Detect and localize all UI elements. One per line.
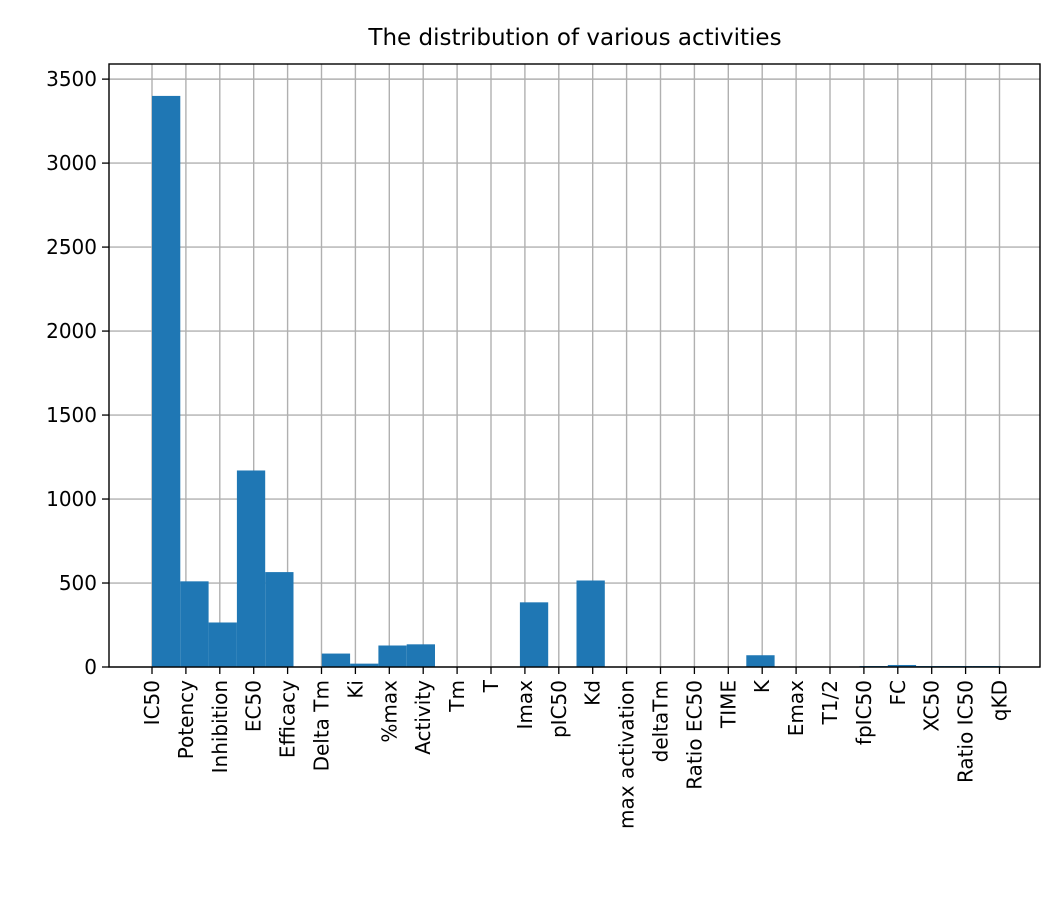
x-tick-label: %max <box>377 680 401 743</box>
bar <box>209 622 237 667</box>
bar <box>577 580 605 667</box>
y-tick-label: 1000 <box>46 487 97 511</box>
x-tick-label: Emax <box>784 680 808 736</box>
x-tick-label: TIME <box>716 680 740 729</box>
x-tick-label: fpIC50 <box>852 680 876 745</box>
x-tick-label: Inhibition <box>208 680 232 773</box>
x-tick-label: XC50 <box>920 680 944 732</box>
x-tick-label: Efficacy <box>276 680 300 758</box>
x-tick-label: Ratio IC50 <box>954 680 978 783</box>
y-tick-label: 500 <box>59 571 97 595</box>
chart-title: The distribution of various activities <box>367 25 781 51</box>
x-tick-label: T <box>479 679 503 693</box>
bar <box>180 581 208 667</box>
x-tick-label: Activity <box>411 680 435 755</box>
bar <box>746 655 774 667</box>
x-tick-label: T1/2 <box>818 680 842 725</box>
y-tick-label: 0 <box>84 655 97 679</box>
x-tick-label: K <box>750 679 774 693</box>
x-tick-label: Delta Tm <box>310 680 334 771</box>
x-tick-label: Kd <box>581 680 605 706</box>
y-tick-label: 2500 <box>46 235 97 259</box>
bar <box>322 654 350 667</box>
x-tick-label: deltaTm <box>649 680 673 762</box>
bar <box>152 96 180 667</box>
x-tick-label: Potency <box>174 680 198 759</box>
bar <box>378 646 406 667</box>
y-tick-label: 3000 <box>46 151 97 175</box>
x-tick-label: Ratio EC50 <box>682 680 706 790</box>
x-tick-label: FC <box>886 680 910 705</box>
x-tick-label: Ki <box>343 680 367 699</box>
x-tick-label: Tm <box>445 680 469 713</box>
x-tick-label: IC50 <box>140 680 164 725</box>
bar <box>265 572 293 667</box>
x-tick-label: pIC50 <box>547 680 571 738</box>
bar <box>407 644 435 667</box>
x-tick-label: qKD <box>988 680 1012 721</box>
y-tick-label: 2000 <box>46 319 97 343</box>
x-tick-label: Imax <box>513 680 537 730</box>
x-tick-label: EC50 <box>242 680 266 732</box>
y-tick-label: 1500 <box>46 403 97 427</box>
bar <box>237 470 265 667</box>
bar <box>520 602 548 667</box>
x-tick-label: max activation <box>615 680 639 829</box>
y-tick-label: 3500 <box>46 67 97 91</box>
